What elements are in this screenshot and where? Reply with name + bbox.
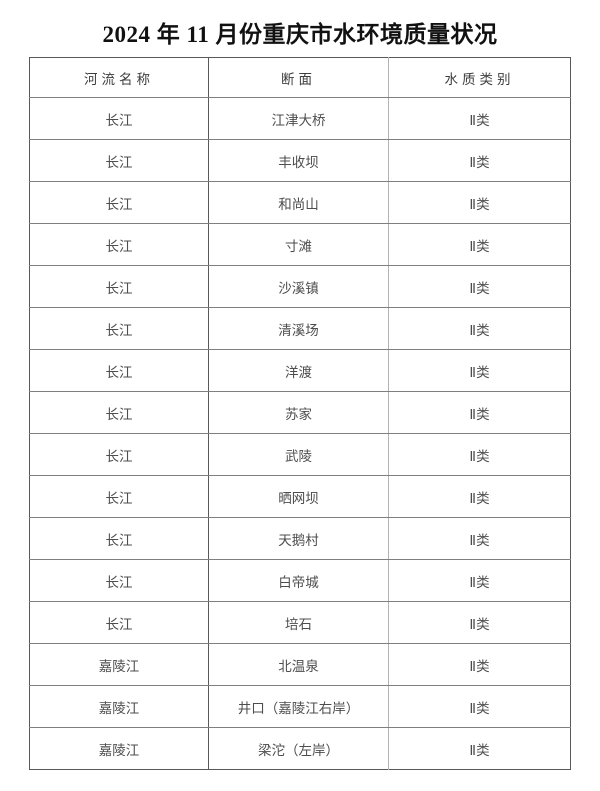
category-cell: Ⅱ类 xyxy=(388,517,571,560)
section-cell: 晒网坝 xyxy=(208,475,389,518)
category-cell: Ⅱ类 xyxy=(388,139,571,182)
category-cell: Ⅱ类 xyxy=(388,433,571,476)
river-name-cell: 长江 xyxy=(29,391,209,434)
river-name-cell: 长江 xyxy=(29,181,209,224)
section-cell: 苏家 xyxy=(208,391,389,434)
table-row: 长江 江津大桥 Ⅱ类 xyxy=(29,97,571,140)
river-name-cell: 长江 xyxy=(29,349,209,392)
table-row: 长江 苏家 Ⅱ类 xyxy=(29,391,571,434)
river-name-cell: 长江 xyxy=(29,433,209,476)
water-quality-table: 河流名称 断面 水质类别 长江 江津大桥 Ⅱ类 长江 丰收坝 Ⅱ类 长江 和尚山 Ⅱ类 长江 寸滩 Ⅱ… xyxy=(29,57,571,770)
section-cell: 清溪场 xyxy=(208,307,389,350)
section-cell: 江津大桥 xyxy=(208,97,389,140)
table-row: 嘉陵江 井口（嘉陵江右岸） Ⅱ类 xyxy=(29,685,571,728)
river-name-cell: 长江 xyxy=(29,475,209,518)
table-row: 长江 培石 Ⅱ类 xyxy=(29,601,571,644)
table-row: 长江 丰收坝 Ⅱ类 xyxy=(29,139,571,182)
section-cell: 培石 xyxy=(208,601,389,644)
river-name-cell: 长江 xyxy=(29,223,209,266)
river-name-cell: 长江 xyxy=(29,559,209,602)
column-header-river-name: 河流名称 xyxy=(29,57,209,98)
table-row: 嘉陵江 北温泉 Ⅱ类 xyxy=(29,643,571,686)
section-cell: 沙溪镇 xyxy=(208,265,389,308)
category-cell: Ⅱ类 xyxy=(388,349,571,392)
category-cell: Ⅱ类 xyxy=(388,97,571,140)
table-row: 长江 白帝城 Ⅱ类 xyxy=(29,559,571,602)
category-cell: Ⅱ类 xyxy=(388,391,571,434)
table-row: 长江 天鹅村 Ⅱ类 xyxy=(29,517,571,560)
header-row: 河流名称 断面 水质类别 xyxy=(29,57,571,98)
river-name-cell: 长江 xyxy=(29,97,209,140)
category-cell: Ⅱ类 xyxy=(388,559,571,602)
category-cell: Ⅱ类 xyxy=(388,475,571,518)
river-name-cell: 嘉陵江 xyxy=(29,685,209,728)
section-cell: 武陵 xyxy=(208,433,389,476)
table-row: 长江 沙溪镇 Ⅱ类 xyxy=(29,265,571,308)
category-cell: Ⅱ类 xyxy=(469,742,490,758)
table-row: 长江 清溪场 Ⅱ类 xyxy=(29,307,571,350)
table-row: 长江 寸滩 Ⅱ类 xyxy=(29,223,571,266)
river-name-cell: 嘉陵江 xyxy=(29,727,209,770)
section-cell: 梁沱（左岸） xyxy=(208,727,389,770)
section-cell: 丰收坝 xyxy=(208,139,389,182)
river-name-cell: 长江 xyxy=(29,601,209,644)
section-cell: 北温泉 xyxy=(208,643,389,686)
river-name-cell: 长江 xyxy=(29,517,209,560)
section-cell: 天鹅村 xyxy=(208,517,389,560)
river-name-cell: 长江 xyxy=(29,139,209,182)
section-cell: 洋渡 xyxy=(208,349,389,392)
section-cell: 和尚山 xyxy=(208,181,389,224)
category-cell: Ⅱ类 xyxy=(388,685,571,728)
category-cell: Ⅱ类 xyxy=(388,307,571,350)
page-title: 2024 年 11 月份重庆市水环境质量状况 xyxy=(102,22,498,47)
river-name-cell: 嘉陵江 xyxy=(29,643,209,686)
table-row: 长江 和尚山 Ⅱ类 xyxy=(29,181,571,224)
category-cell: Ⅱ类 xyxy=(388,601,571,644)
category-cell: Ⅱ类 xyxy=(388,265,571,308)
river-name-cell: 长江 xyxy=(29,265,209,308)
table-row: 长江 武陵 Ⅱ类 xyxy=(29,433,571,476)
table-body: 长江 江津大桥 Ⅱ类 长江 丰收坝 Ⅱ类 长江 和尚山 Ⅱ类 长江 寸滩 Ⅱ类 长江 沙溪镇 Ⅱ类 长江 清溪场… xyxy=(29,97,571,770)
table-row: 嘉陵江 梁沱（左岸） Ⅱ类 xyxy=(29,727,571,770)
section-cell: 寸滩 xyxy=(208,223,389,266)
column-header-water-quality-category: 水质类别 xyxy=(388,57,571,98)
river-name-cell: 长江 xyxy=(29,307,209,350)
table-row: 长江 洋渡 Ⅱ类 xyxy=(29,349,571,392)
category-cell: Ⅱ类 xyxy=(388,181,571,224)
category-cell: Ⅱ类 xyxy=(388,643,571,686)
column-header-section: 断面 xyxy=(208,57,389,98)
category-cell: Ⅱ类 xyxy=(388,223,571,266)
section-cell: 白帝城 xyxy=(208,559,389,602)
table-row: 长江 晒网坝 Ⅱ类 xyxy=(29,475,571,518)
section-cell: 井口（嘉陵江右岸） xyxy=(208,685,389,728)
